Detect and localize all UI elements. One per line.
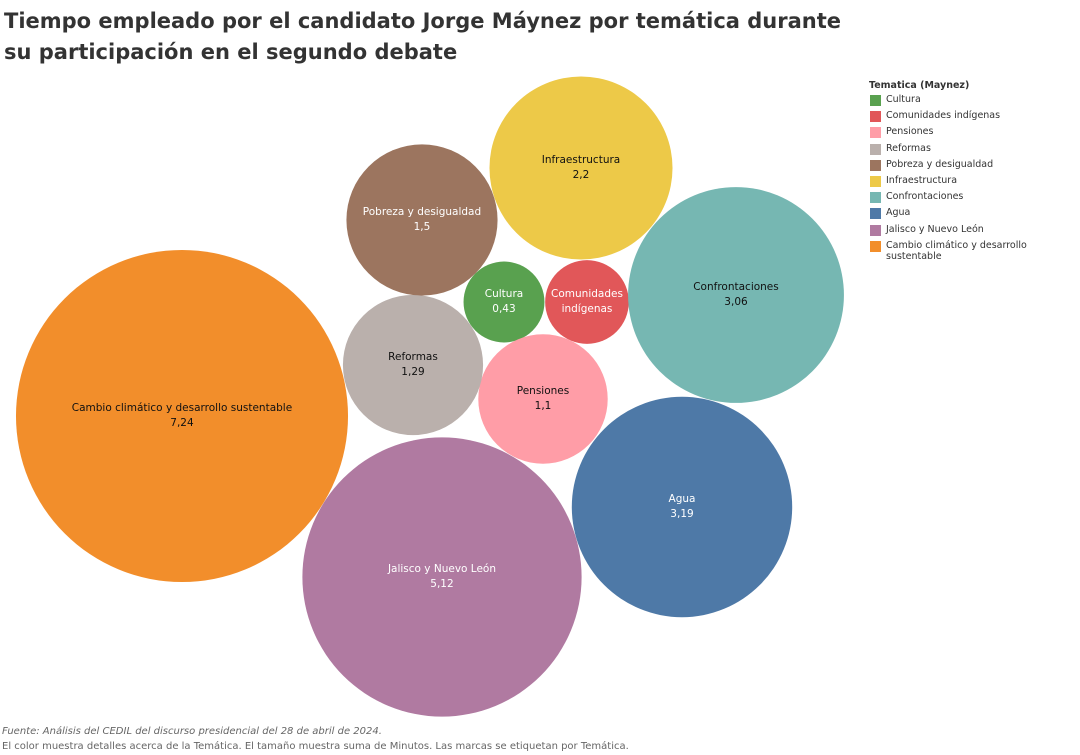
bubble (15, 249, 349, 583)
legend-label: Cultura (886, 94, 921, 105)
bubble-label-group: Cultura 0,43 (468, 287, 541, 317)
bubble (571, 396, 793, 618)
value-label: 0,43 (492, 303, 516, 315)
value-label: 1,1 (534, 400, 552, 412)
value-label: 2,2 (572, 169, 590, 181)
legend-swatch (870, 143, 881, 155)
bubble-label-group: Confrontaciones 3,06 (632, 280, 840, 310)
bubble-label-group: Comunidades indígenas (549, 287, 625, 317)
bubble (346, 144, 498, 296)
bubble-label: Pobreza y desigualdad (362, 206, 482, 218)
bubble-label: Cultura (484, 288, 524, 300)
legend-swatch (870, 111, 881, 123)
legend-title: Tematica (Maynez) (869, 80, 970, 91)
bubble-label: Jalisco y Nuevo León (387, 563, 497, 575)
bubble-label-group: Pobreza y desigualdad 1,5 (350, 205, 493, 235)
legend-label: Pensiones (886, 126, 934, 138)
bubble (478, 334, 608, 464)
bubble (342, 294, 484, 436)
legend-swatch (870, 127, 881, 139)
bubble-label-group: Jalisco y Nuevo León 5,12 (306, 562, 577, 592)
legend-swatch (870, 192, 881, 204)
bubble-label: Infraestructura (541, 154, 621, 166)
bubble (302, 437, 582, 717)
value-label: 5,12 (430, 578, 454, 590)
value-label: 1,5 (413, 221, 431, 233)
legend-swatch (870, 208, 881, 220)
bubble-label: Confrontaciones (693, 281, 779, 293)
legend-swatch (870, 159, 881, 171)
legend-swatch (870, 176, 881, 187)
legend-swatch (870, 95, 881, 106)
legend-swatch (870, 240, 881, 252)
legend-label: Comunidades indígenas (886, 110, 1001, 122)
bubble-label-group: Agua 3,19 (576, 492, 788, 522)
bubble-label: Comunidades indígenas (551, 288, 623, 315)
bubble-label: Reformas (388, 351, 438, 363)
note: El color muestra detalles acerca de la T… (2, 741, 629, 752)
legend-label: Infraestructura (886, 175, 958, 186)
legend-swatch (870, 224, 881, 236)
chart-title: Tiempo empleado por el candidato Jorge M… (4, 9, 842, 64)
bubble (545, 260, 629, 344)
legend-label: Agua (886, 207, 911, 219)
value-label: 7,24 (170, 417, 194, 429)
legend-label: Confrontaciones (886, 191, 964, 203)
bubble-label-group: Pensiones 1,1 (482, 384, 603, 414)
legend-label: Cambio climático y desarrollo sustentabl… (886, 239, 1027, 262)
value-label: 3,19 (670, 508, 694, 520)
value-label: 3,06 (724, 296, 748, 308)
bubble-label-group: Infraestructura 2,2 (493, 153, 668, 183)
legend-label: Jalisco y Nuevo León (886, 223, 984, 235)
bubble (463, 261, 545, 343)
source: Fuente: Análisis del CEDIL del discurso … (2, 726, 382, 737)
bubble-label: Agua (668, 493, 696, 505)
bubble (628, 187, 844, 403)
bubble-label: Cambio climático y desarrollo sustentabl… (71, 402, 293, 414)
value-label: 1,29 (401, 366, 425, 378)
bubble (489, 76, 673, 260)
bubble-label-group: Cambio climático y desarrollo sustentabl… (20, 401, 344, 431)
bubble-label-group: Reformas 1,29 (347, 350, 479, 380)
legend-label: Pobreza y desigualdad (886, 158, 994, 170)
legend-label: Reformas (886, 142, 931, 154)
bubble-label: Pensiones (516, 385, 570, 397)
